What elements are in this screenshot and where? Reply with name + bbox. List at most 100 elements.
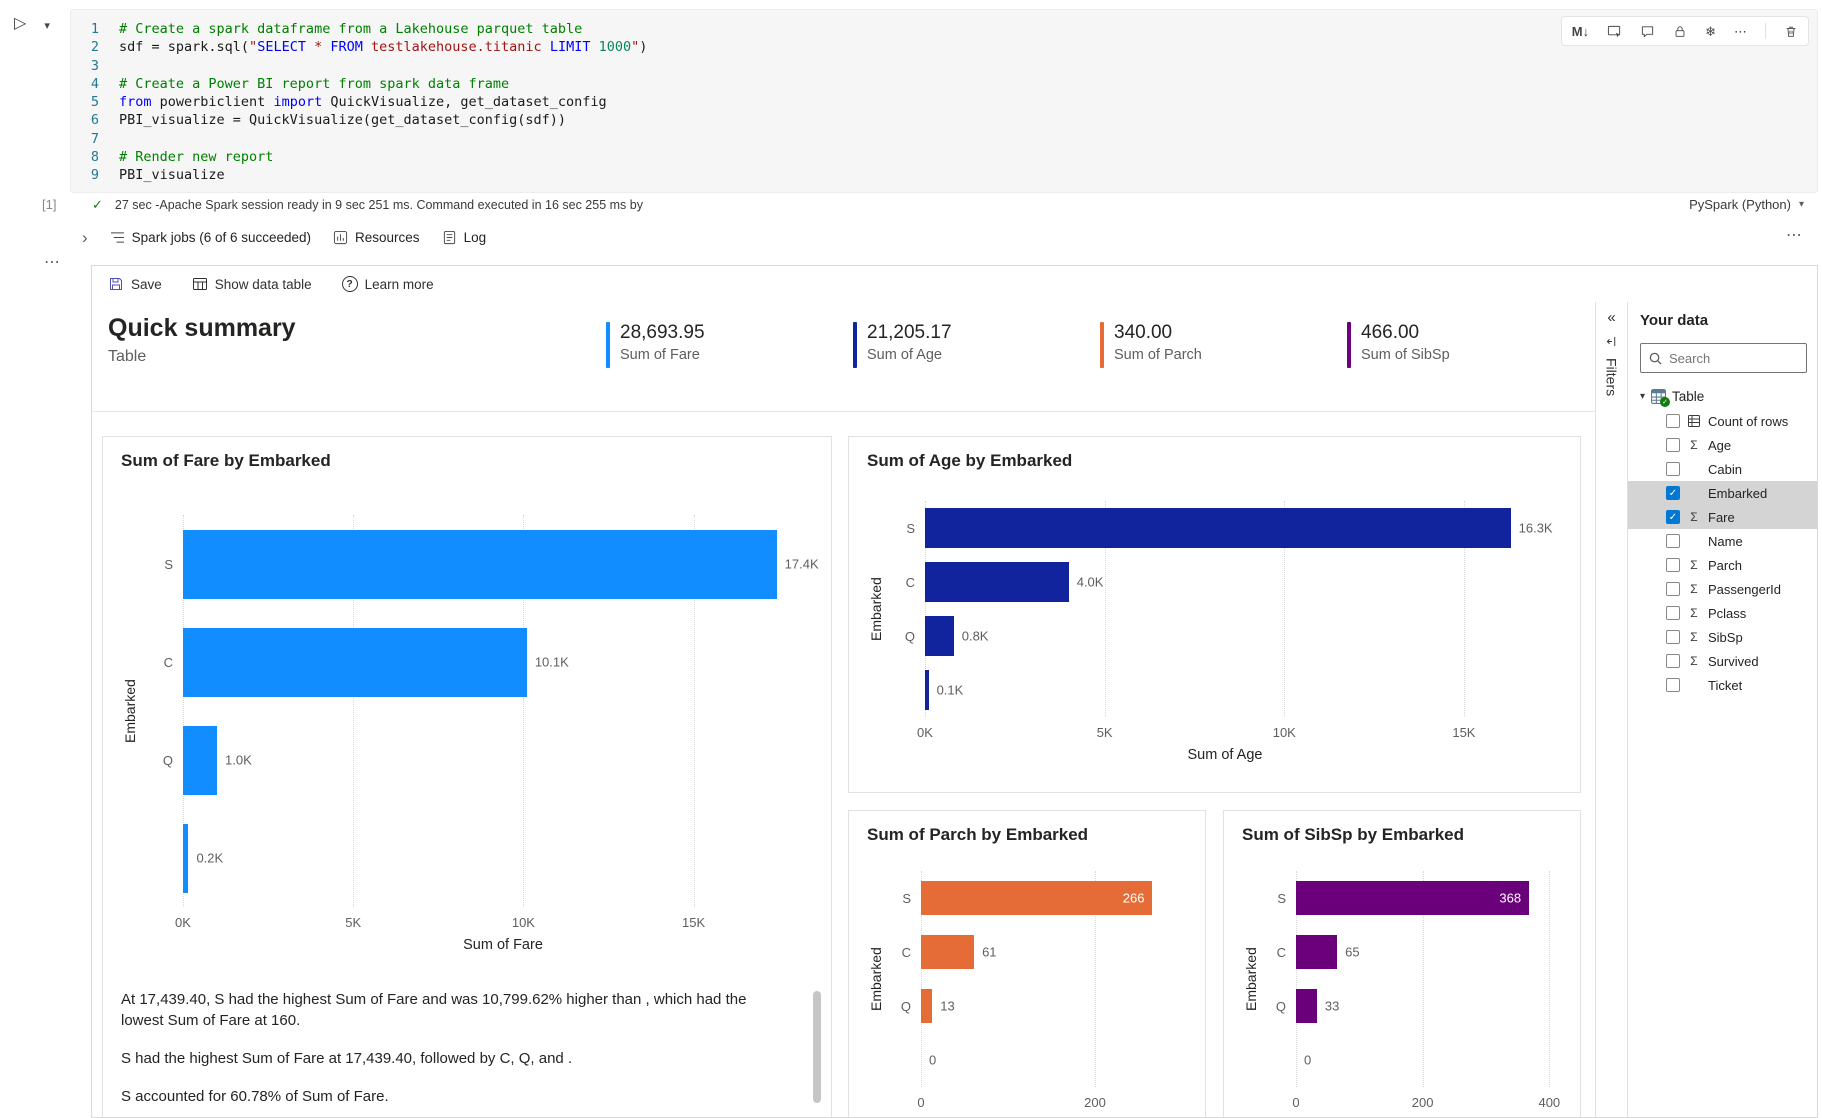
code-line[interactable]: 6 PBI_visualize = QuickVisualize(get_data… xyxy=(71,111,1817,129)
checkbox[interactable] xyxy=(1666,414,1680,428)
code-line[interactable]: 5 from powerbiclient import QuickVisualiz… xyxy=(71,93,1817,111)
category-axis: S C Q xyxy=(139,515,183,953)
jobs-more-icon[interactable]: ⋯ xyxy=(1786,227,1802,244)
field-row-age[interactable]: Σ Age xyxy=(1628,433,1817,457)
search-box[interactable] xyxy=(1640,343,1807,373)
line-number: 5 xyxy=(90,94,99,111)
show-data-table-button[interactable]: Show data table xyxy=(192,276,312,292)
field-row-sibsp[interactable]: Σ SibSp xyxy=(1628,625,1817,649)
bar-Q[interactable] xyxy=(183,725,218,795)
field-row-embarked[interactable]: ✓ Embarked xyxy=(1628,481,1817,505)
checkbox[interactable] xyxy=(1666,654,1680,668)
run-options-chevron-icon[interactable]: ▾ xyxy=(44,20,50,32)
field-row-passengerid[interactable]: Σ PassengerId xyxy=(1628,577,1817,601)
cell-more-icon[interactable]: ⋯ xyxy=(44,254,60,271)
code-line[interactable]: 7 xyxy=(71,130,1817,148)
count-of-rows-icon xyxy=(1687,415,1701,427)
value-label: 17.4K xyxy=(784,556,819,572)
checkbox[interactable] xyxy=(1666,678,1680,692)
resources-tab[interactable]: Resources xyxy=(333,230,420,245)
insights-scrollbar[interactable] xyxy=(813,991,821,1103)
powerbi-report: Save Show data table ? Learn more Quick … xyxy=(91,265,1818,1118)
field-row-survived[interactable]: Σ Survived xyxy=(1628,649,1817,673)
search-input[interactable] xyxy=(1669,350,1798,366)
checkbox[interactable]: ✓ xyxy=(1666,486,1680,500)
code-line[interactable]: 4 # Create a Power BI report from spark d… xyxy=(71,75,1817,93)
bar-C[interactable] xyxy=(921,935,975,969)
field-row-parch[interactable]: Σ Parch xyxy=(1628,553,1817,577)
more-actions-icon[interactable]: ⋯ xyxy=(1734,23,1747,39)
value-label: 0.1K xyxy=(936,682,964,698)
your-data-panel: Your data ▾ ✓ Table Count of rows Σ Age Cab… xyxy=(1628,302,1817,1117)
checkbox[interactable] xyxy=(1666,606,1680,620)
select-cell-icon[interactable] xyxy=(1607,24,1622,39)
expand-pane-icon[interactable] xyxy=(1605,335,1618,348)
chevron-down-icon[interactable]: ▾ xyxy=(1640,390,1646,402)
delete-cell-icon[interactable] xyxy=(1784,24,1798,39)
expand-chevron-icon[interactable]: › xyxy=(82,228,88,247)
code-cell[interactable]: 1 # Create a spark dataframe from a Lakeh… xyxy=(70,9,1818,193)
lock-icon[interactable] xyxy=(1673,24,1687,39)
bar-Q[interactable] xyxy=(925,616,954,656)
checkbox[interactable] xyxy=(1666,438,1680,452)
filters-pane-label[interactable]: Filters xyxy=(1603,358,1620,397)
bar-blank[interactable] xyxy=(925,670,929,710)
table-tree-header[interactable]: ▾ ✓ Table xyxy=(1640,383,1807,409)
field-row-ticket[interactable]: Ticket xyxy=(1628,673,1817,697)
bar-S[interactable] xyxy=(921,881,1153,915)
table-icon: ✓ xyxy=(1651,388,1671,407)
field-row-count-of-rows[interactable]: Count of rows xyxy=(1628,409,1817,433)
resources-icon xyxy=(333,230,348,245)
field-row-fare[interactable]: ✓ Σ Fare xyxy=(1628,505,1817,529)
code-line[interactable]: 8 # Render new report xyxy=(71,148,1817,166)
x-axis-ticks: 0 200 xyxy=(917,1095,1169,1113)
checkbox[interactable] xyxy=(1666,462,1680,476)
bar-Q[interactable] xyxy=(1296,989,1317,1023)
line-number: 9 xyxy=(90,167,99,184)
report-canvas: Quick summary Table 28,693.95 Sum of Fare… xyxy=(92,302,1595,1117)
report-toolbar: Save Show data table ? Learn more xyxy=(92,266,1817,302)
freeze-icon[interactable]: ❄ xyxy=(1705,23,1716,39)
checkbox[interactable] xyxy=(1666,534,1680,548)
checkbox[interactable]: ✓ xyxy=(1666,510,1680,524)
spark-jobs-label: Spark jobs (6 of 6 succeeded) xyxy=(131,230,312,245)
kpi-label: Sum of Fare xyxy=(620,347,700,363)
save-button[interactable]: Save xyxy=(108,276,162,292)
checkbox[interactable] xyxy=(1666,582,1680,596)
field-row-name[interactable]: Name xyxy=(1628,529,1817,553)
field-row-cabin[interactable]: Cabin xyxy=(1628,457,1817,481)
report-body: Quick summary Table 28,693.95 Sum of Fare… xyxy=(92,302,1817,1117)
category-label: S xyxy=(902,890,911,906)
spark-jobs-toggle[interactable]: Spark jobs (6 of 6 succeeded) xyxy=(110,230,311,245)
bar-C[interactable] xyxy=(183,627,527,697)
bar-blank[interactable] xyxy=(183,823,189,893)
checkbox[interactable] xyxy=(1666,630,1680,644)
field-name: Count of rows xyxy=(1708,413,1789,429)
bar-S[interactable] xyxy=(1296,881,1530,915)
code-text: from powerbiclient import QuickVisualize… xyxy=(119,94,607,111)
bar-Q[interactable] xyxy=(921,989,933,1023)
code-line[interactable]: 3 xyxy=(71,57,1817,75)
bar-C[interactable] xyxy=(1296,935,1338,969)
bar-C[interactable] xyxy=(925,562,1069,602)
checkbox[interactable] xyxy=(1666,558,1680,572)
markdown-icon[interactable]: M↓ xyxy=(1571,23,1590,39)
field-row-pclass[interactable]: Σ Pclass xyxy=(1628,601,1817,625)
kpi-text: 466.00 Sum of SibSp xyxy=(1361,322,1450,368)
kernel-selector[interactable]: PySpark (Python) ▾ xyxy=(1689,197,1804,212)
gridline xyxy=(921,871,922,1087)
save-label: Save xyxy=(131,276,162,292)
run-cell-button[interactable]: ▷ xyxy=(14,15,27,32)
bar-S[interactable] xyxy=(925,508,1511,548)
comment-icon[interactable] xyxy=(1640,24,1655,39)
value-label: 1.0K xyxy=(225,752,252,768)
collapse-double-chevron-icon[interactable]: « xyxy=(1607,309,1616,326)
code-line[interactable]: 1 # Create a spark dataframe from a Lakeh… xyxy=(71,20,1817,38)
code-lines[interactable]: 1 # Create a spark dataframe from a Lakeh… xyxy=(71,10,1817,185)
bar-S[interactable] xyxy=(183,529,777,599)
code-line[interactable]: 9 PBI_visualize xyxy=(71,166,1817,184)
learn-more-link[interactable]: ? Learn more xyxy=(341,276,434,292)
log-tab[interactable]: Log xyxy=(442,230,486,245)
code-line[interactable]: 2 sdf = spark.sql("SELECT * FROM testlake… xyxy=(71,38,1817,56)
